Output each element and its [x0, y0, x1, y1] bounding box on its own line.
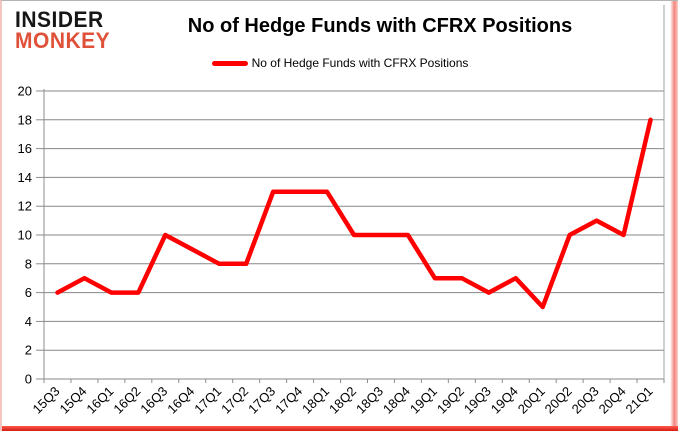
x-tick-label: 18Q1 — [299, 384, 332, 417]
y-tick-label: 12 — [18, 199, 32, 214]
chart-title: No of Hedge Funds with CFRX Positions — [187, 15, 573, 37]
x-tick-label: 19Q1 — [407, 384, 440, 417]
x-tick-label: 18Q2 — [326, 384, 359, 417]
x-tick-label: 20Q4 — [596, 384, 629, 417]
x-tick-label: 15Q3 — [29, 384, 62, 417]
x-tick-label: 19Q2 — [434, 384, 467, 417]
x-tick-label: 20Q2 — [542, 384, 575, 417]
logo-text-monkey: MONKEY — [15, 28, 111, 53]
x-tick-label: 15Q4 — [56, 384, 89, 417]
x-tick-label: 19Q3 — [461, 384, 494, 417]
legend-label: No of Hedge Funds with CFRX Positions — [251, 56, 469, 70]
series-line — [55, 117, 653, 310]
x-tick-label: 19Q4 — [488, 384, 521, 417]
x-tick-label: 18Q4 — [380, 384, 413, 417]
x-tick-label: 17Q1 — [191, 384, 224, 417]
x-tick-label: 20Q3 — [569, 384, 602, 417]
logo-text-insider: INSIDER — [15, 7, 104, 33]
chart-legend: No of Hedge Funds with CFRX Positions — [2, 56, 678, 70]
y-tick-label: 0 — [25, 372, 32, 387]
y-tick-label: 20 — [18, 84, 32, 99]
legend-line-swatch — [211, 60, 248, 66]
x-tick-label: 16Q1 — [83, 384, 116, 417]
x-tick-label: 16Q2 — [110, 384, 143, 417]
y-tick-label: 6 — [25, 285, 32, 300]
x-tick-label: 16Q3 — [137, 384, 170, 417]
x-tick-label: 17Q3 — [245, 384, 278, 417]
x-tick-label: 20Q1 — [515, 384, 548, 417]
x-tick-label: 21Q1 — [623, 384, 656, 417]
y-tick-label: 18 — [18, 112, 32, 127]
x-tick-label: 17Q4 — [272, 384, 305, 417]
y-tick-label: 4 — [25, 314, 32, 329]
y-tick-label: 16 — [18, 141, 32, 156]
y-tick-label: 14 — [18, 170, 32, 185]
insider-monkey-logo: INSIDER MONKEY — [15, 7, 111, 53]
y-tick-label: 8 — [25, 256, 32, 271]
x-tick-label: 16Q4 — [164, 384, 197, 417]
x-tick-label: 18Q3 — [353, 384, 386, 417]
y-tick-label: 10 — [18, 228, 32, 243]
x-tick-label: 17Q2 — [218, 384, 251, 417]
y-tick-label: 2 — [25, 343, 32, 358]
